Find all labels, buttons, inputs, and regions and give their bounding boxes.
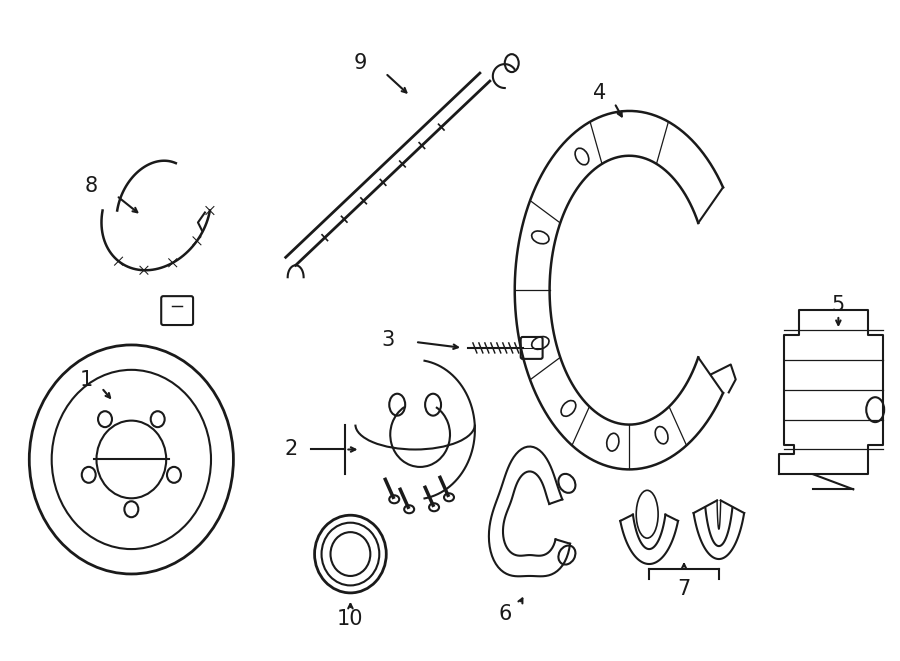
Text: 5: 5 xyxy=(832,295,845,315)
Text: 9: 9 xyxy=(354,53,367,73)
Text: 8: 8 xyxy=(85,176,98,196)
Text: 3: 3 xyxy=(382,330,395,350)
Text: 6: 6 xyxy=(498,603,511,624)
Text: 2: 2 xyxy=(284,440,297,459)
Text: 7: 7 xyxy=(678,579,690,599)
Text: 1: 1 xyxy=(80,369,94,390)
Text: 4: 4 xyxy=(593,83,606,103)
Text: 10: 10 xyxy=(338,609,364,629)
